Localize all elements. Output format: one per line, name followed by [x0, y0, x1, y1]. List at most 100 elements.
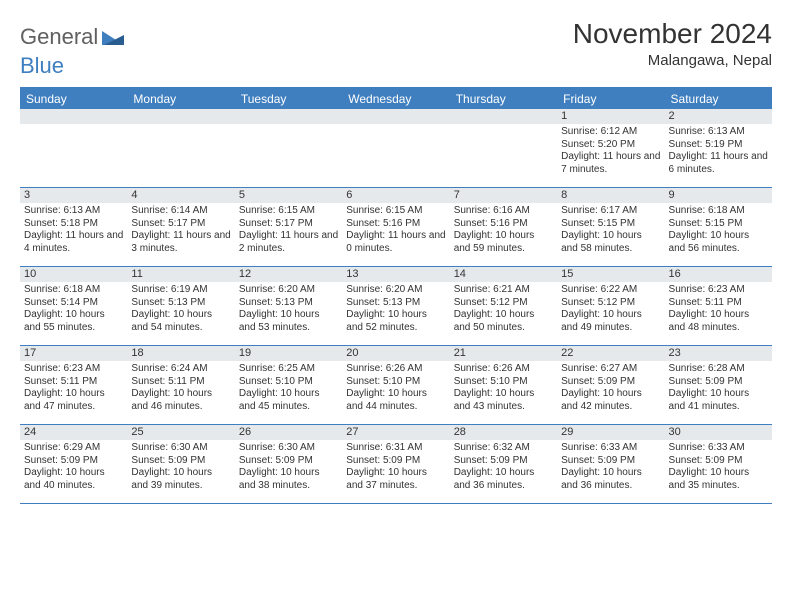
daylight-text: Daylight: 10 hours and 37 minutes. — [346, 467, 445, 492]
sunrise-text: Sunrise: 6:31 AM — [346, 442, 445, 455]
sunrise-text: Sunrise: 6:20 AM — [239, 284, 338, 297]
sunset-text: Sunset: 5:11 PM — [669, 297, 768, 310]
day-number — [342, 109, 449, 124]
daylight-text: Daylight: 10 hours and 47 minutes. — [24, 388, 123, 413]
sunset-text: Sunset: 5:13 PM — [131, 297, 230, 310]
day-cell: 11Sunrise: 6:19 AMSunset: 5:13 PMDayligh… — [127, 267, 234, 345]
day-body: Sunrise: 6:30 AMSunset: 5:09 PMDaylight:… — [127, 440, 234, 496]
sunrise-text: Sunrise: 6:26 AM — [346, 363, 445, 376]
week-row: 1Sunrise: 6:12 AMSunset: 5:20 PMDaylight… — [20, 109, 772, 188]
sunset-text: Sunset: 5:09 PM — [561, 455, 660, 468]
day-number: 30 — [665, 425, 772, 440]
day-number: 25 — [127, 425, 234, 440]
day-number: 3 — [20, 188, 127, 203]
day-body: Sunrise: 6:26 AMSunset: 5:10 PMDaylight:… — [342, 361, 449, 417]
sunrise-text: Sunrise: 6:33 AM — [669, 442, 768, 455]
empty-cell — [450, 109, 557, 187]
day-number: 10 — [20, 267, 127, 282]
sunrise-text: Sunrise: 6:28 AM — [669, 363, 768, 376]
day-number: 18 — [127, 346, 234, 361]
sunset-text: Sunset: 5:09 PM — [131, 455, 230, 468]
day-body: Sunrise: 6:20 AMSunset: 5:13 PMDaylight:… — [235, 282, 342, 338]
weekday-header: Saturday — [665, 89, 772, 109]
day-body: Sunrise: 6:29 AMSunset: 5:09 PMDaylight:… — [20, 440, 127, 496]
sunset-text: Sunset: 5:11 PM — [131, 376, 230, 389]
day-number: 20 — [342, 346, 449, 361]
week-row: 3Sunrise: 6:13 AMSunset: 5:18 PMDaylight… — [20, 188, 772, 267]
month-title: November 2024 — [573, 18, 772, 50]
sunrise-text: Sunrise: 6:21 AM — [454, 284, 553, 297]
sunrise-text: Sunrise: 6:14 AM — [131, 205, 230, 218]
day-cell: 24Sunrise: 6:29 AMSunset: 5:09 PMDayligh… — [20, 425, 127, 503]
day-number: 26 — [235, 425, 342, 440]
sunrise-text: Sunrise: 6:25 AM — [239, 363, 338, 376]
empty-cell — [342, 109, 449, 187]
day-cell: 4Sunrise: 6:14 AMSunset: 5:17 PMDaylight… — [127, 188, 234, 266]
day-cell: 2Sunrise: 6:13 AMSunset: 5:19 PMDaylight… — [665, 109, 772, 187]
day-body: Sunrise: 6:31 AMSunset: 5:09 PMDaylight:… — [342, 440, 449, 496]
day-body: Sunrise: 6:22 AMSunset: 5:12 PMDaylight:… — [557, 282, 664, 338]
day-cell: 14Sunrise: 6:21 AMSunset: 5:12 PMDayligh… — [450, 267, 557, 345]
sunset-text: Sunset: 5:09 PM — [561, 376, 660, 389]
day-body: Sunrise: 6:18 AMSunset: 5:15 PMDaylight:… — [665, 203, 772, 259]
day-cell: 22Sunrise: 6:27 AMSunset: 5:09 PMDayligh… — [557, 346, 664, 424]
daylight-text: Daylight: 10 hours and 43 minutes. — [454, 388, 553, 413]
weekday-header: Tuesday — [235, 89, 342, 109]
sunrise-text: Sunrise: 6:29 AM — [24, 442, 123, 455]
sunrise-text: Sunrise: 6:16 AM — [454, 205, 553, 218]
day-number: 19 — [235, 346, 342, 361]
week-row: 24Sunrise: 6:29 AMSunset: 5:09 PMDayligh… — [20, 425, 772, 504]
sunset-text: Sunset: 5:12 PM — [454, 297, 553, 310]
sunset-text: Sunset: 5:09 PM — [24, 455, 123, 468]
sunset-text: Sunset: 5:10 PM — [239, 376, 338, 389]
sunrise-text: Sunrise: 6:18 AM — [669, 205, 768, 218]
daylight-text: Daylight: 10 hours and 46 minutes. — [131, 388, 230, 413]
sunrise-text: Sunrise: 6:30 AM — [131, 442, 230, 455]
day-number: 4 — [127, 188, 234, 203]
sunrise-text: Sunrise: 6:13 AM — [24, 205, 123, 218]
sunrise-text: Sunrise: 6:20 AM — [346, 284, 445, 297]
sunrise-text: Sunrise: 6:15 AM — [346, 205, 445, 218]
daylight-text: Daylight: 10 hours and 49 minutes. — [561, 309, 660, 334]
daylight-text: Daylight: 10 hours and 59 minutes. — [454, 230, 553, 255]
day-body: Sunrise: 6:18 AMSunset: 5:14 PMDaylight:… — [20, 282, 127, 338]
weekday-header: Sunday — [20, 89, 127, 109]
day-cell: 13Sunrise: 6:20 AMSunset: 5:13 PMDayligh… — [342, 267, 449, 345]
empty-cell — [235, 109, 342, 187]
sunset-text: Sunset: 5:13 PM — [346, 297, 445, 310]
day-number: 23 — [665, 346, 772, 361]
day-cell: 18Sunrise: 6:24 AMSunset: 5:11 PMDayligh… — [127, 346, 234, 424]
day-cell: 21Sunrise: 6:26 AMSunset: 5:10 PMDayligh… — [450, 346, 557, 424]
day-cell: 25Sunrise: 6:30 AMSunset: 5:09 PMDayligh… — [127, 425, 234, 503]
day-body: Sunrise: 6:28 AMSunset: 5:09 PMDaylight:… — [665, 361, 772, 417]
sunset-text: Sunset: 5:16 PM — [454, 218, 553, 231]
sunrise-text: Sunrise: 6:15 AM — [239, 205, 338, 218]
day-body: Sunrise: 6:33 AMSunset: 5:09 PMDaylight:… — [557, 440, 664, 496]
day-cell: 16Sunrise: 6:23 AMSunset: 5:11 PMDayligh… — [665, 267, 772, 345]
day-body: Sunrise: 6:33 AMSunset: 5:09 PMDaylight:… — [665, 440, 772, 496]
daylight-text: Daylight: 11 hours and 4 minutes. — [24, 230, 123, 255]
daylight-text: Daylight: 10 hours and 58 minutes. — [561, 230, 660, 255]
daylight-text: Daylight: 10 hours and 53 minutes. — [239, 309, 338, 334]
day-cell: 7Sunrise: 6:16 AMSunset: 5:16 PMDaylight… — [450, 188, 557, 266]
daylight-text: Daylight: 10 hours and 41 minutes. — [669, 388, 768, 413]
day-cell: 15Sunrise: 6:22 AMSunset: 5:12 PMDayligh… — [557, 267, 664, 345]
weekday-header: Wednesday — [342, 89, 449, 109]
day-cell: 1Sunrise: 6:12 AMSunset: 5:20 PMDaylight… — [557, 109, 664, 187]
sunrise-text: Sunrise: 6:33 AM — [561, 442, 660, 455]
sunset-text: Sunset: 5:14 PM — [24, 297, 123, 310]
day-body: Sunrise: 6:15 AMSunset: 5:16 PMDaylight:… — [342, 203, 449, 259]
day-number: 2 — [665, 109, 772, 124]
day-number: 29 — [557, 425, 664, 440]
weekday-header: Thursday — [450, 89, 557, 109]
day-body: Sunrise: 6:14 AMSunset: 5:17 PMDaylight:… — [127, 203, 234, 259]
sunset-text: Sunset: 5:09 PM — [669, 455, 768, 468]
weekday-header: Friday — [557, 89, 664, 109]
sunset-text: Sunset: 5:11 PM — [24, 376, 123, 389]
daylight-text: Daylight: 10 hours and 50 minutes. — [454, 309, 553, 334]
day-number: 6 — [342, 188, 449, 203]
day-body: Sunrise: 6:32 AMSunset: 5:09 PMDaylight:… — [450, 440, 557, 496]
daylight-text: Daylight: 10 hours and 56 minutes. — [669, 230, 768, 255]
sunrise-text: Sunrise: 6:26 AM — [454, 363, 553, 376]
day-body: Sunrise: 6:25 AMSunset: 5:10 PMDaylight:… — [235, 361, 342, 417]
